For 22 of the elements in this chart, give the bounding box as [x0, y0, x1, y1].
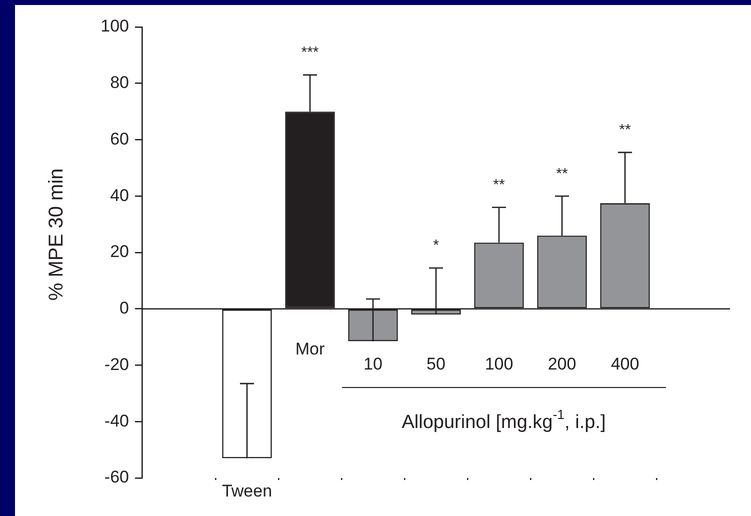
y-tick-label: -60 — [104, 468, 129, 487]
x-tick-label: 50 — [426, 354, 446, 374]
annotation: * — [433, 237, 440, 254]
annotation: ** — [493, 176, 505, 194]
x-tick-label: 10 — [364, 354, 382, 374]
y-tick-label: 60 — [110, 129, 129, 148]
x-tick-label: Tween — [222, 482, 272, 501]
annotation: ** — [619, 122, 631, 139]
x-tick-label: 400 — [610, 354, 640, 374]
y-tick-label: 20 — [110, 242, 129, 262]
y-axis-title: % MPE 30 min — [46, 168, 68, 301]
y-tick-label: 40 — [110, 186, 129, 205]
x-tick-label: 100 — [484, 354, 514, 374]
y-tick-label: 100 — [100, 16, 129, 36]
x-tick-label: Mor — [295, 340, 325, 359]
annotation: ** — [556, 165, 568, 182]
y-tick-label: -40 — [104, 411, 129, 430]
y-tick-label: 80 — [110, 73, 129, 92]
annotation: *** — [301, 44, 319, 62]
x-tick-label: 200 — [548, 354, 576, 374]
y-tick-label: 0 — [120, 298, 129, 318]
y-tick-label: -20 — [104, 354, 129, 374]
